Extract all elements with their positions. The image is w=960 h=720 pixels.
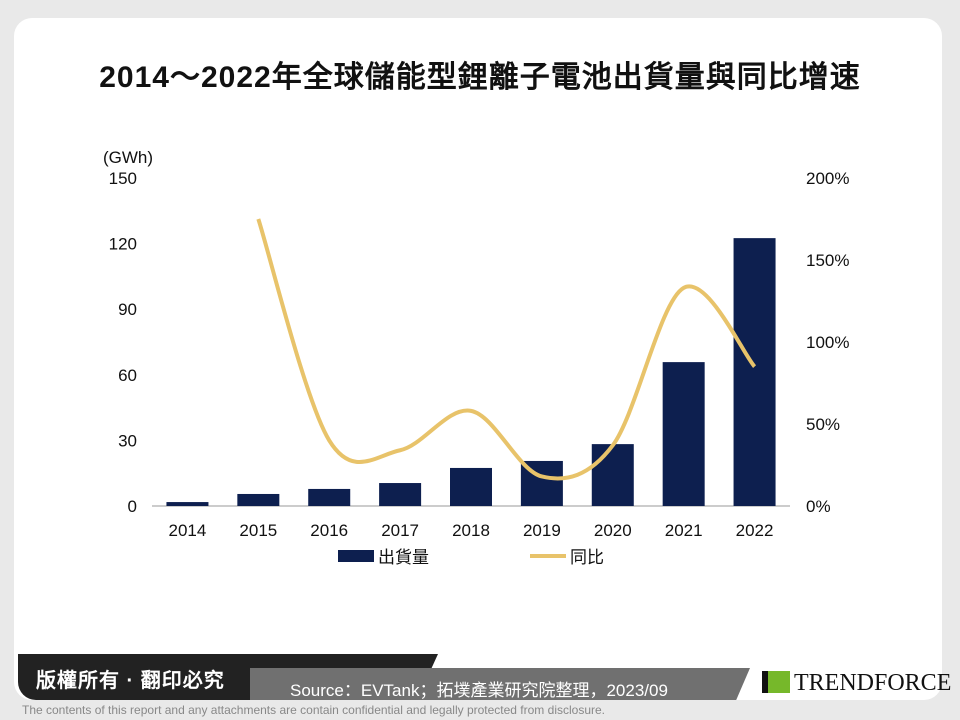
y-right-tick: 0% (806, 497, 831, 516)
x-tick: 2022 (736, 521, 774, 540)
logo-text: TRENDFORCE (794, 670, 952, 696)
disclaimer: The contents of this report and any atta… (22, 703, 605, 717)
legend-bar-label: 出貨量 (378, 548, 429, 567)
y-right-tick: 50% (806, 415, 840, 434)
x-tick: 2016 (310, 521, 348, 540)
x-tick: 2020 (594, 521, 632, 540)
y-left-tick: 0 (128, 497, 137, 516)
logo-mark-icon (762, 671, 790, 693)
bar (450, 467, 492, 506)
chart-title: 2014～2022年全球儲能型鋰離子電池出貨量與同比增速 (99, 61, 861, 94)
legend-bar-swatch (338, 550, 374, 562)
x-tick: 2017 (381, 521, 419, 540)
bar (662, 362, 705, 506)
bar (308, 488, 351, 506)
y-right-tick: 100% (806, 333, 849, 352)
copyright: 版權所有 · 翻印必究 (36, 670, 225, 692)
y-left-tick: 60 (118, 366, 137, 385)
y-left-tick: 90 (118, 300, 137, 319)
x-tick: 2015 (239, 521, 277, 540)
y-left-tick: 120 (109, 235, 137, 254)
y-left-tick: 30 (118, 431, 137, 450)
x-tick: 2019 (523, 521, 561, 540)
bar (733, 238, 776, 506)
bar (379, 483, 422, 506)
yoy-line (256, 218, 757, 481)
bar (591, 444, 634, 506)
x-tick: 2018 (452, 521, 490, 540)
y-left-unit: (GWh) (103, 148, 153, 167)
source-text: Source：EVTank；拓墣產業研究院整理，2023/09 (290, 681, 668, 700)
bar (237, 493, 280, 506)
x-tick: 2014 (169, 521, 207, 540)
y-right-tick: 200% (806, 169, 849, 188)
bar (166, 502, 209, 506)
trendforce-logo: TRENDFORCE (762, 670, 951, 697)
legend-line-label: 同比 (570, 548, 604, 567)
source-bar-end (405, 668, 750, 700)
y-left-tick: 150 (109, 169, 137, 188)
card (14, 18, 942, 700)
x-tick: 2021 (665, 521, 703, 540)
y-right-tick: 150% (806, 251, 849, 270)
